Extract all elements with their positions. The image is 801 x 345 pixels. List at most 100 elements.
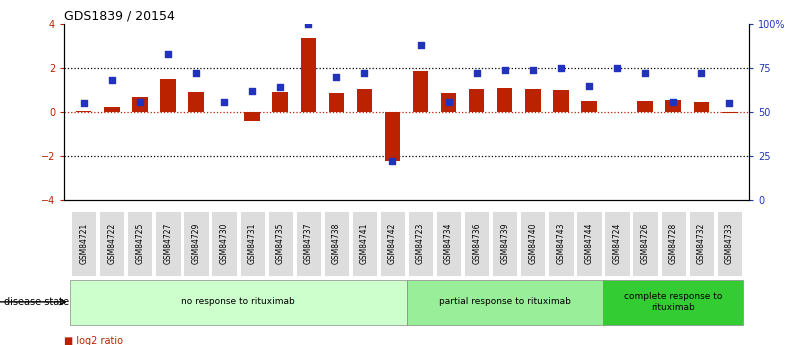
Point	[554, 66, 567, 71]
Text: GSM84732: GSM84732	[697, 223, 706, 264]
FancyBboxPatch shape	[492, 211, 517, 276]
Bar	[328, 93, 344, 112]
Point	[78, 101, 91, 106]
Bar	[244, 112, 260, 121]
Text: GDS1839 / 20154: GDS1839 / 20154	[64, 10, 175, 23]
Point	[582, 83, 595, 89]
Point	[162, 51, 175, 57]
Bar	[272, 92, 288, 112]
FancyBboxPatch shape	[605, 211, 630, 276]
Point	[302, 21, 315, 27]
FancyBboxPatch shape	[211, 211, 237, 276]
Text: GSM84723: GSM84723	[416, 223, 425, 264]
Point	[498, 67, 511, 73]
Text: disease state: disease state	[4, 297, 69, 307]
Text: no response to rituximab: no response to rituximab	[181, 297, 295, 306]
Point	[190, 71, 203, 76]
FancyBboxPatch shape	[548, 211, 574, 276]
Point	[723, 101, 735, 106]
Text: GSM84729: GSM84729	[191, 223, 200, 264]
FancyBboxPatch shape	[576, 211, 602, 276]
FancyBboxPatch shape	[520, 211, 545, 276]
FancyBboxPatch shape	[99, 211, 124, 276]
Point	[218, 99, 231, 104]
Text: GSM84738: GSM84738	[332, 223, 341, 264]
FancyBboxPatch shape	[436, 211, 461, 276]
Bar	[76, 111, 91, 112]
Bar	[722, 112, 737, 113]
FancyBboxPatch shape	[268, 211, 293, 276]
Bar	[441, 93, 457, 112]
Text: GSM84728: GSM84728	[669, 223, 678, 264]
FancyBboxPatch shape	[380, 211, 405, 276]
Text: GSM84744: GSM84744	[585, 223, 594, 265]
Text: GSM84730: GSM84730	[219, 223, 228, 265]
FancyBboxPatch shape	[324, 211, 349, 276]
Point	[106, 78, 119, 83]
FancyBboxPatch shape	[183, 211, 208, 276]
Bar	[300, 38, 316, 112]
Text: GSM84741: GSM84741	[360, 223, 369, 264]
Text: GSM84736: GSM84736	[472, 223, 481, 265]
Point	[694, 71, 707, 76]
FancyBboxPatch shape	[689, 211, 714, 276]
Bar	[469, 89, 485, 112]
Point	[526, 67, 539, 73]
FancyBboxPatch shape	[633, 211, 658, 276]
Point	[386, 159, 399, 164]
Bar	[525, 89, 541, 112]
Point	[274, 85, 287, 90]
Text: GSM84726: GSM84726	[641, 223, 650, 264]
Text: GSM84725: GSM84725	[135, 223, 144, 264]
Bar	[384, 112, 400, 160]
Point	[470, 71, 483, 76]
Text: GSM84733: GSM84733	[725, 223, 734, 265]
Text: partial response to rituximab: partial response to rituximab	[439, 297, 570, 306]
Point	[134, 99, 147, 104]
Point	[330, 74, 343, 80]
FancyBboxPatch shape	[127, 211, 152, 276]
FancyBboxPatch shape	[296, 211, 321, 276]
Bar	[356, 89, 372, 112]
FancyBboxPatch shape	[407, 279, 603, 325]
Text: GSM84739: GSM84739	[501, 223, 509, 265]
Bar	[666, 100, 681, 112]
Bar	[104, 107, 119, 112]
Point	[610, 66, 623, 71]
FancyBboxPatch shape	[71, 211, 96, 276]
FancyBboxPatch shape	[155, 211, 180, 276]
Text: complete response to
rituximab: complete response to rituximab	[624, 292, 723, 312]
Bar	[413, 71, 429, 112]
Text: GSM84743: GSM84743	[557, 223, 566, 265]
Text: GSM84724: GSM84724	[613, 223, 622, 264]
Text: GSM84722: GSM84722	[107, 223, 116, 264]
Point	[246, 88, 259, 94]
Point	[666, 99, 679, 104]
FancyBboxPatch shape	[352, 211, 377, 276]
Bar	[160, 79, 175, 112]
Point	[442, 99, 455, 104]
Point	[638, 71, 651, 76]
Bar	[694, 102, 709, 112]
Bar	[497, 88, 513, 112]
Point	[414, 42, 427, 48]
FancyBboxPatch shape	[70, 279, 407, 325]
FancyBboxPatch shape	[661, 211, 686, 276]
Bar	[132, 97, 147, 112]
Bar	[582, 101, 597, 112]
Text: GSM84727: GSM84727	[163, 223, 172, 264]
FancyBboxPatch shape	[408, 211, 433, 276]
FancyBboxPatch shape	[603, 279, 743, 325]
Text: GSM84721: GSM84721	[79, 223, 88, 264]
FancyBboxPatch shape	[239, 211, 265, 276]
FancyBboxPatch shape	[464, 211, 489, 276]
Text: GSM84740: GSM84740	[529, 223, 537, 265]
Bar	[638, 101, 653, 112]
Bar	[553, 90, 569, 112]
Text: ■ log2 ratio: ■ log2 ratio	[64, 336, 123, 345]
Text: GSM84734: GSM84734	[444, 223, 453, 265]
Text: GSM84735: GSM84735	[276, 223, 284, 265]
Text: GSM84742: GSM84742	[388, 223, 397, 264]
Text: GSM84737: GSM84737	[304, 223, 312, 265]
Point	[358, 71, 371, 76]
